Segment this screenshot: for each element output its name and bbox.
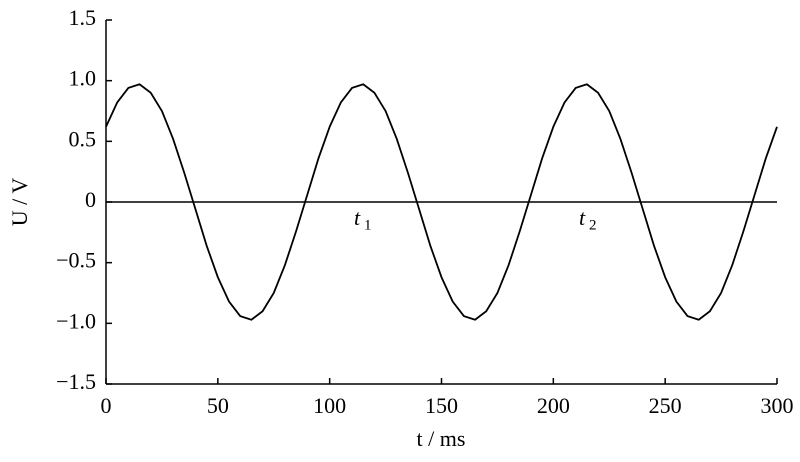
x-tick-label: 250 [649, 393, 682, 418]
x-tick-label: 100 [313, 393, 346, 418]
y-tick-label: −1.5 [56, 369, 96, 394]
y-tick-label: 0 [85, 187, 96, 212]
y-tick-label: −0.5 [56, 248, 96, 273]
x-tick-label: 50 [207, 393, 229, 418]
x-tick-label: 150 [425, 393, 458, 418]
x-tick-label: 300 [761, 393, 794, 418]
annotation-symbol: t [354, 205, 361, 230]
line [105, 83, 778, 321]
y-tick-label: −1.0 [56, 308, 96, 333]
x-tick-label: 200 [537, 393, 570, 418]
annotation-subscript: 2 [589, 217, 597, 233]
y-tick-label: 1.0 [69, 66, 97, 91]
annotation-subscript: 1 [364, 217, 372, 233]
x-axis-label: t / ms [417, 426, 466, 451]
y-tick-label: 1.5 [69, 5, 97, 30]
y-axis-label: U / V [7, 178, 32, 227]
annotation-symbol: t [579, 205, 586, 230]
x-tick-label: 0 [101, 393, 112, 418]
y-tick-label: 0.5 [69, 126, 97, 151]
